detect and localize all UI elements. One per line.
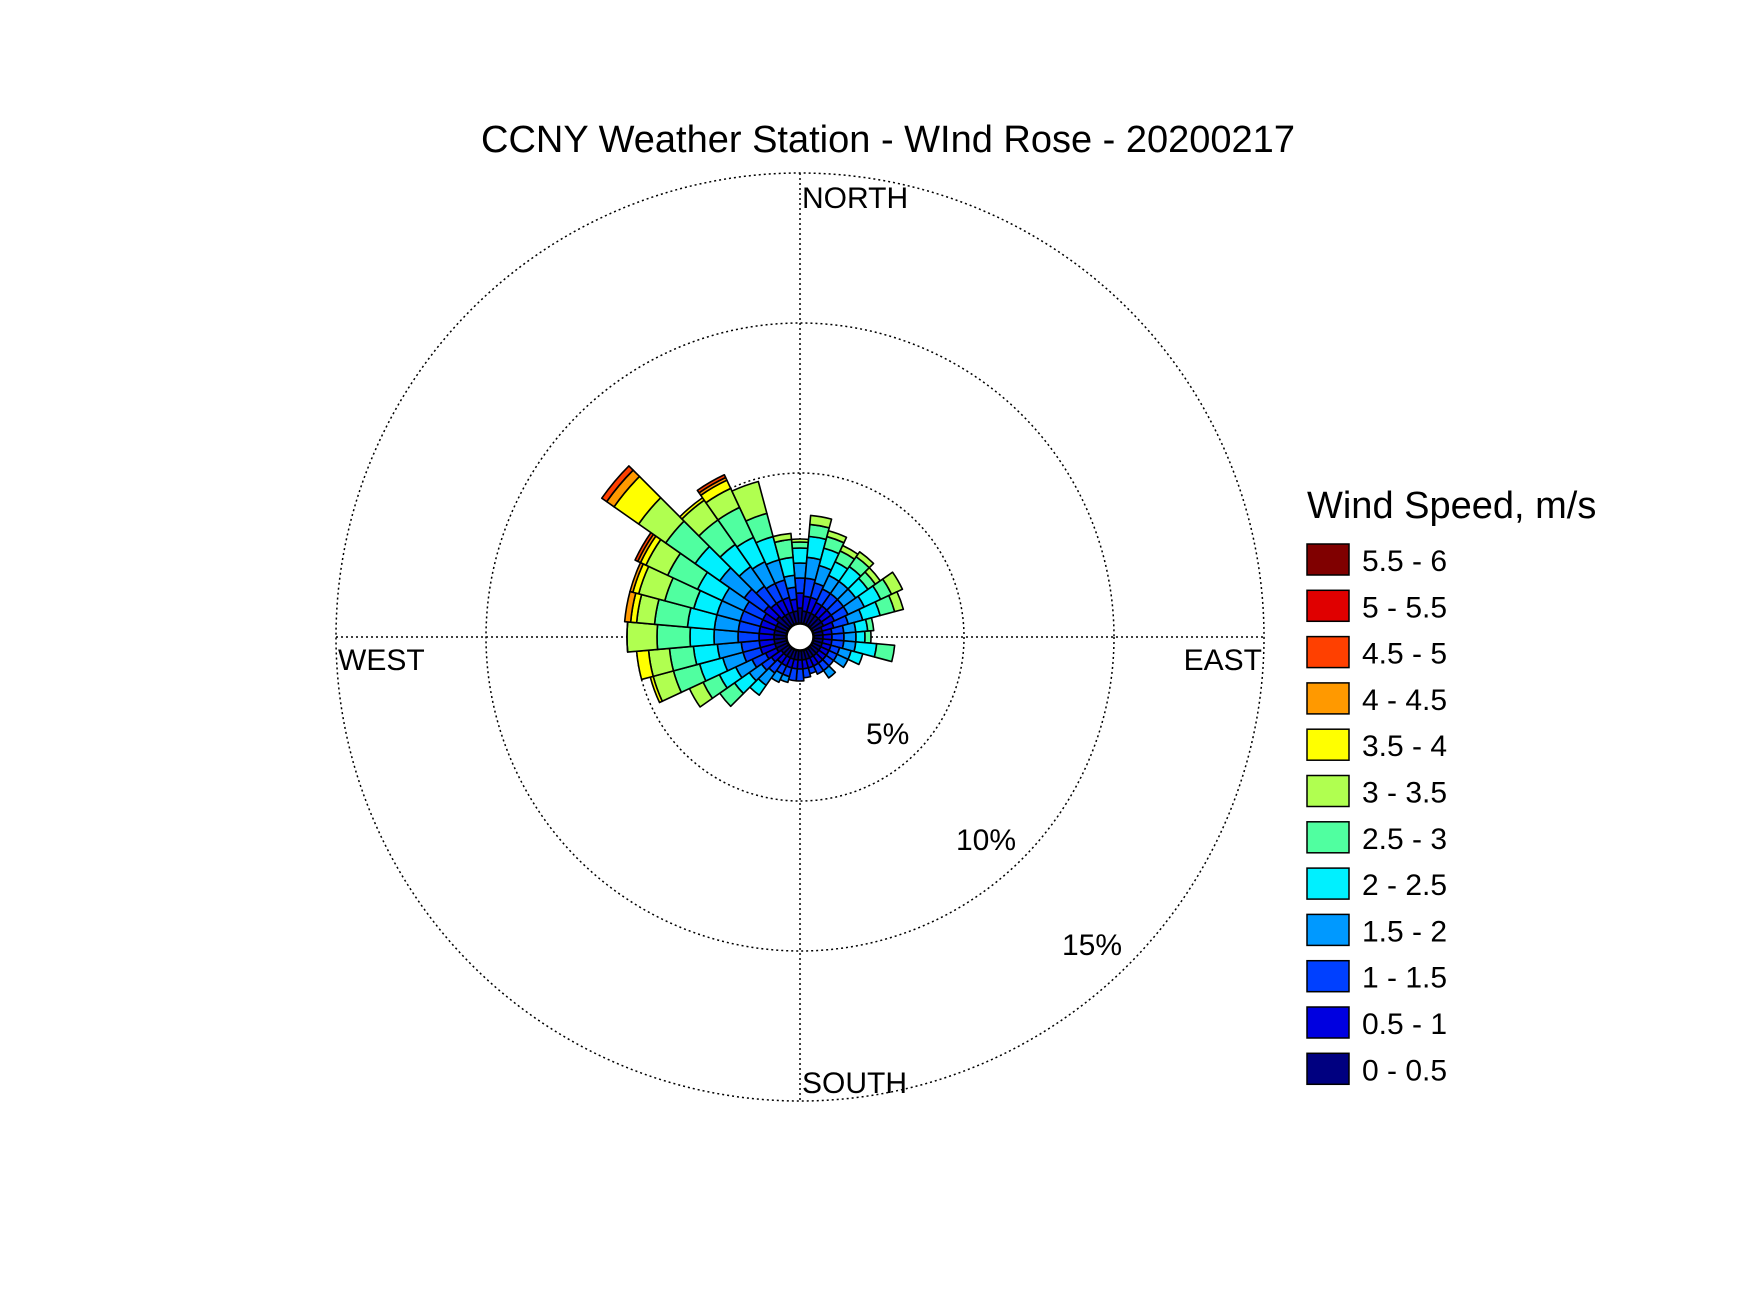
ring-label-5: 5%	[866, 718, 909, 751]
sector-0-bin-6	[790, 538, 810, 544]
wind-sectors	[600, 465, 905, 708]
legend-swatch	[1306, 682, 1350, 715]
sector-150-bin-2	[812, 662, 825, 675]
direction-label-north: NORTH	[802, 182, 908, 215]
legend-label: 0.5 - 1	[1362, 1008, 1447, 1041]
sector-0-bin-3	[792, 562, 808, 580]
legend-swatch	[1306, 867, 1350, 900]
sector-350-bin-6	[772, 532, 793, 544]
legend-label: 3 - 3.5	[1362, 777, 1447, 810]
legend-label: 4.5 - 5	[1362, 638, 1447, 671]
sector-90-bin-5	[863, 630, 872, 644]
legend-swatch	[1306, 728, 1350, 761]
legend-swatch	[1306, 913, 1350, 947]
sector-270-bin-6	[626, 621, 659, 653]
legend-label: 4 - 4.5	[1362, 684, 1447, 717]
direction-label-south: SOUTH	[802, 1067, 907, 1100]
sector-90-bin-4	[854, 630, 866, 644]
legend-label: 3.5 - 4	[1362, 730, 1447, 763]
legend-swatch	[1306, 543, 1350, 576]
sector-100-bin-5	[873, 642, 896, 663]
center-hole	[786, 623, 814, 651]
sector-270-bin-5	[656, 623, 692, 651]
sector-40-bin-6	[855, 551, 875, 569]
sector-340-bin-6	[731, 480, 768, 522]
sector-70-bin-6	[888, 590, 905, 613]
direction-label-west: WEST	[338, 644, 425, 677]
legend-label: 0 - 0.5	[1362, 1054, 1447, 1087]
ring-label-10: 10%	[956, 824, 1016, 857]
sector-10-bin-6	[809, 514, 833, 529]
legend-label: 1 - 1.5	[1362, 962, 1447, 995]
legend-title: Wind Speed, m/s	[1307, 485, 1596, 527]
legend-swatch	[1306, 959, 1350, 993]
legend-swatch	[1306, 1052, 1350, 1086]
sector-270-bin-7	[626, 621, 629, 653]
legend-label: 2 - 2.5	[1362, 869, 1447, 902]
sector-310-bin-9	[600, 465, 634, 503]
sector-330-bin-9	[696, 473, 727, 494]
sector-80-bin-5	[864, 617, 875, 632]
chart-title: CCNY Weather Station - WInd Rose - 20200…	[481, 119, 1295, 161]
sector-60-bin-6	[881, 571, 904, 596]
legend-label: 1.5 - 2	[1362, 915, 1447, 948]
direction-label-east: EAST	[1184, 644, 1262, 677]
legend-swatch	[1306, 589, 1350, 623]
legend-label: 5 - 5.5	[1362, 591, 1447, 624]
sector-20-bin-6	[826, 529, 848, 544]
legend-swatch	[1306, 821, 1350, 854]
legend-label: 5.5 - 6	[1362, 545, 1447, 578]
ring-label-15: 15%	[1062, 929, 1122, 962]
legend-swatch	[1306, 635, 1350, 669]
sector-0-bin-4	[791, 547, 809, 565]
sector-120-bin-3	[832, 653, 849, 669]
sector-140-bin-3	[822, 665, 837, 679]
legend: Wind Speed, m/s 5.5 - 6 5 - 5.5 4.5 - 5 4 -…	[1306, 485, 1596, 1087]
sector-270-bin-4	[689, 626, 716, 648]
legend-swatch	[1306, 774, 1350, 808]
legend-label: 2.5 - 3	[1362, 823, 1447, 856]
sector-110-bin-4	[847, 649, 864, 666]
legend-swatch	[1306, 1006, 1350, 1039]
